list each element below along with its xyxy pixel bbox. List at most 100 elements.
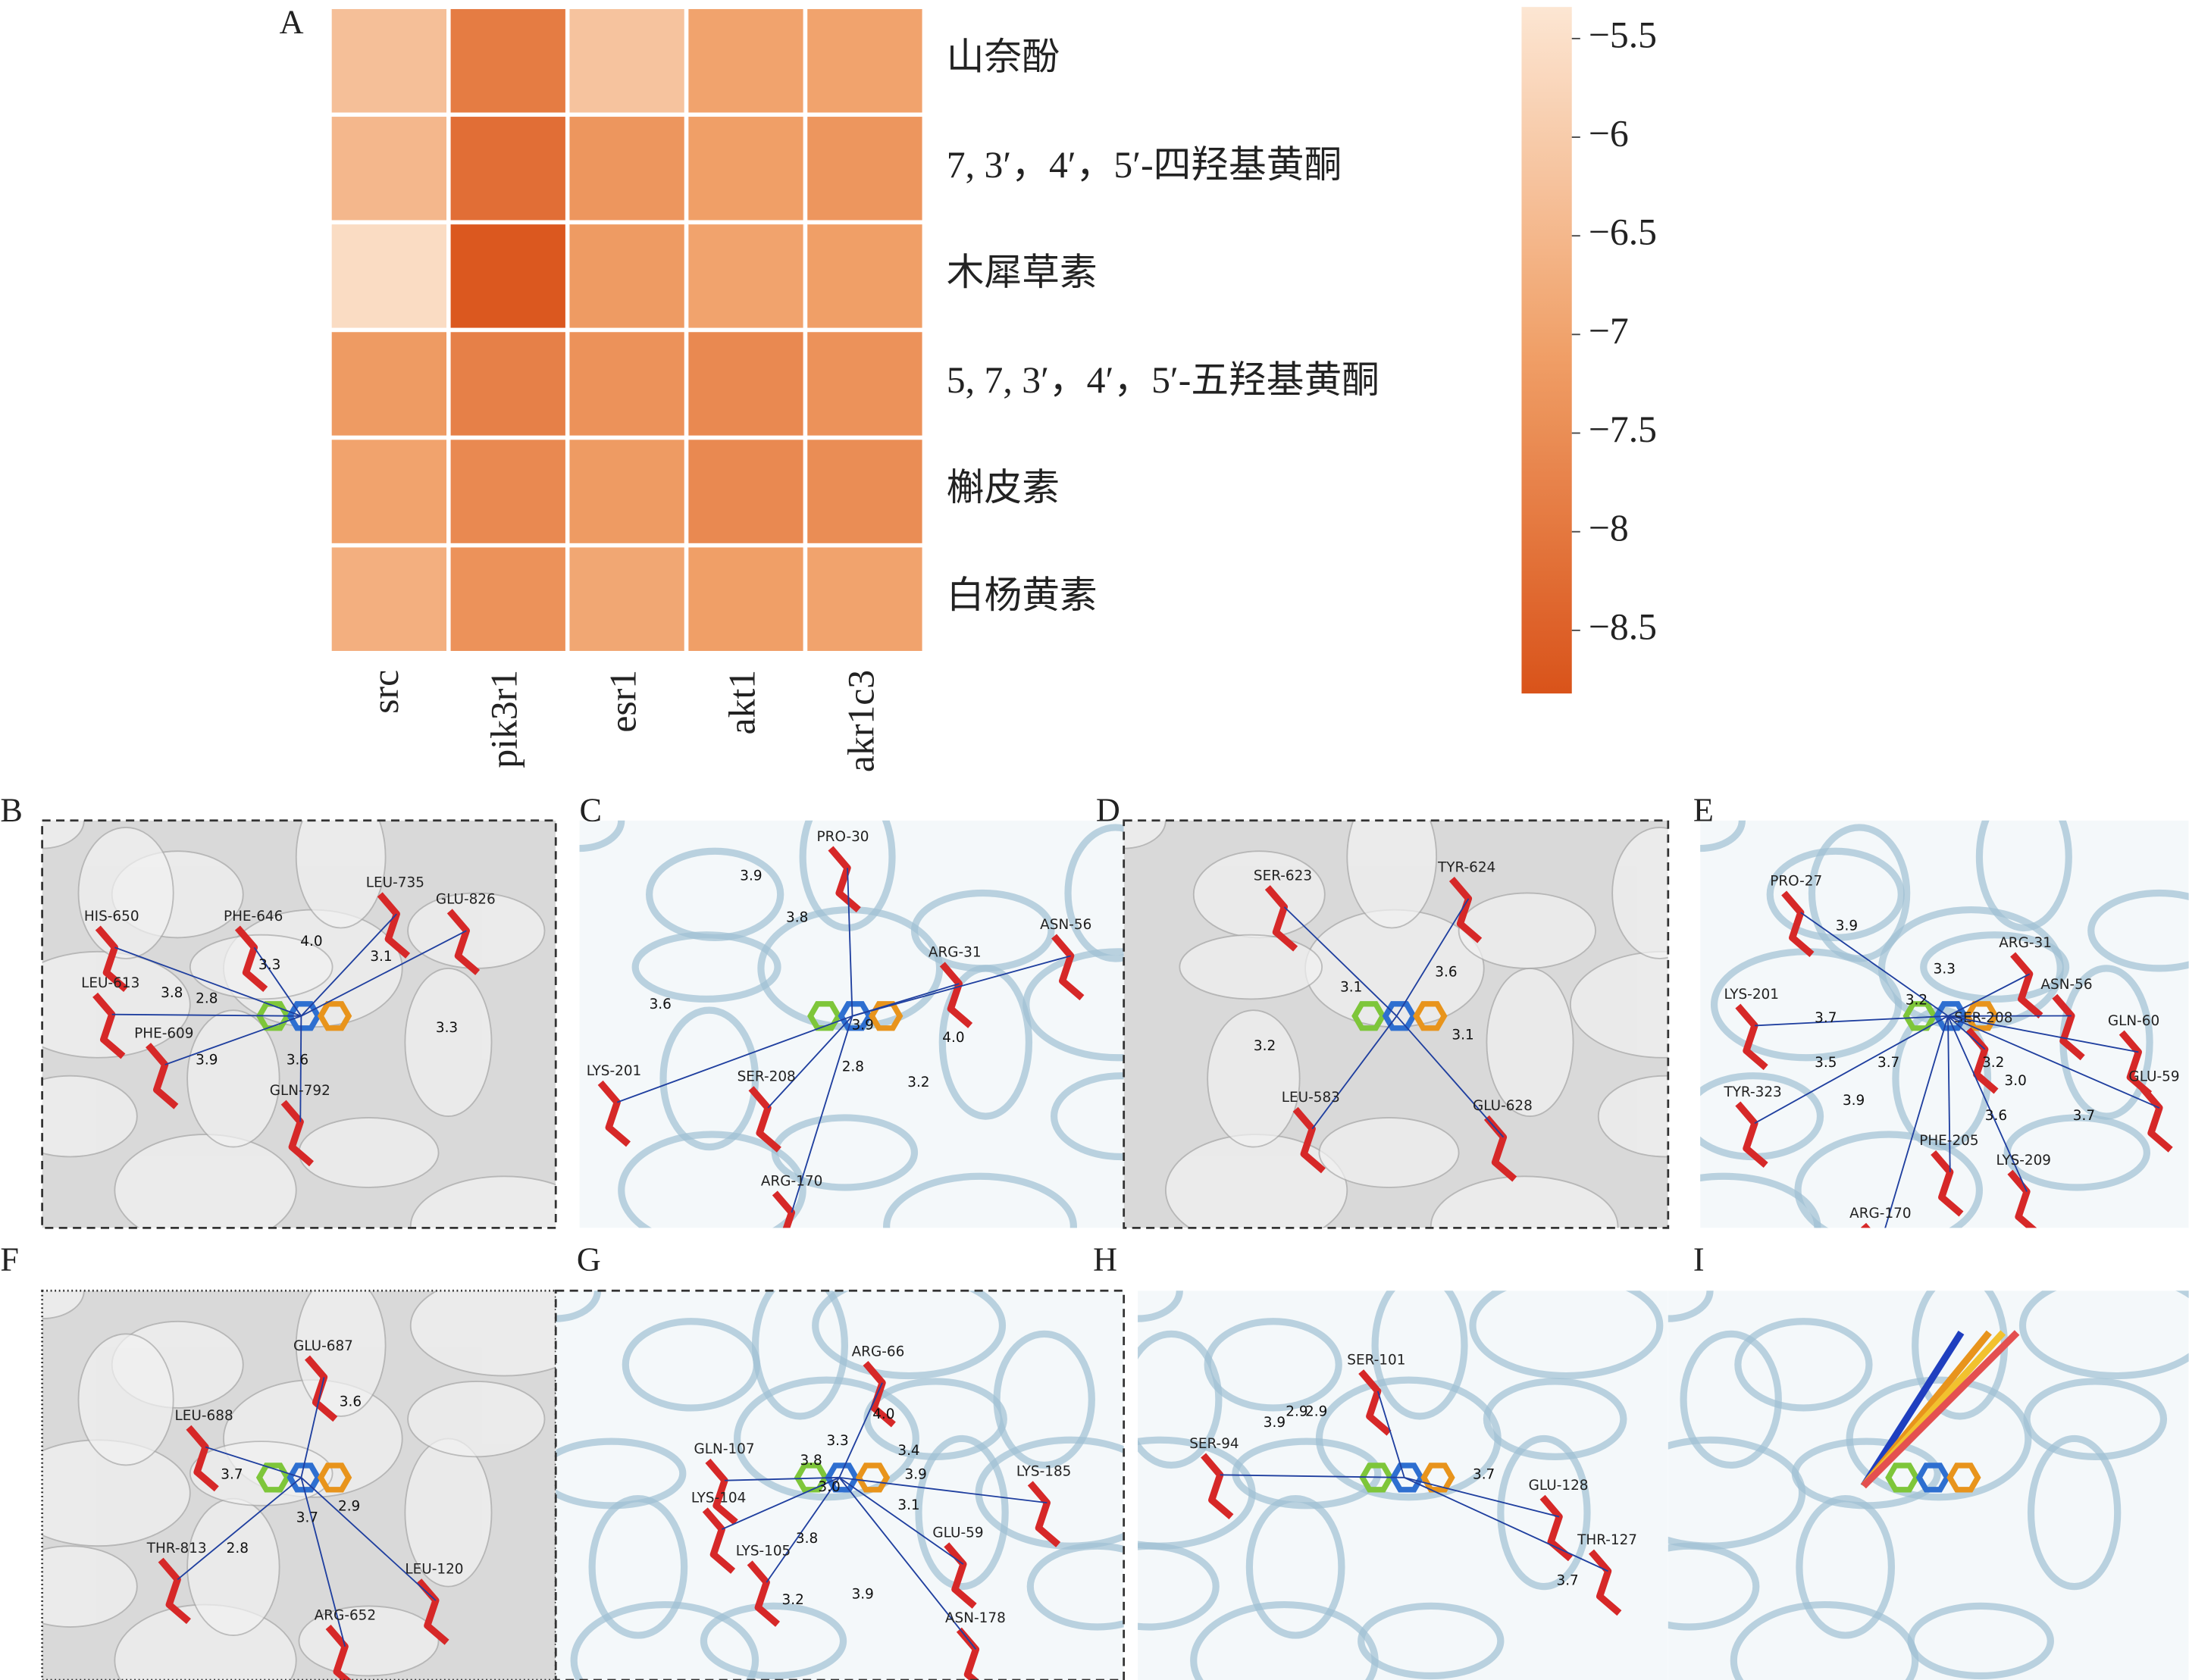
interaction-line (1220, 1474, 1405, 1478)
surface-shape (751, 1291, 848, 1420)
surface-shape (588, 1495, 688, 1639)
ligand-ring (287, 1463, 321, 1493)
residue-label: ARG-170 (1849, 1206, 1911, 1222)
surface-shape (42, 1439, 191, 1547)
heatmap-cell (565, 220, 689, 333)
residue-label: GLN-792 (270, 1083, 330, 1099)
colorbar-tick-label: −8.5 (1589, 605, 1657, 647)
docking-panel: SER-623 TYR-624 LEU-583 GLU-628 3.6 3.1 3.2 3.1… (1096, 792, 1670, 1229)
surface-shape (1469, 1291, 1664, 1380)
heatmap-cell (684, 435, 808, 548)
residue-label: ASN-178 (945, 1610, 1006, 1626)
residue-label: LYS-185 (1016, 1464, 1072, 1480)
heatmap-cell (803, 112, 927, 225)
heatmap-cell (327, 327, 451, 440)
interaction-line (177, 1477, 302, 1581)
residue-stick (1358, 1369, 1392, 1436)
distance-label: 3.9 (852, 1587, 874, 1603)
docking-panel: HIS-650 PHE-646 LEU-735 GLU-826 LEU-613 PHE-6… (0, 792, 557, 1229)
surface-shape (298, 1117, 440, 1188)
surface-shape (404, 967, 493, 1118)
colorbar (1521, 7, 1572, 694)
surface-shape (114, 1134, 297, 1228)
surface-shape (42, 1075, 138, 1158)
interaction-line (838, 1382, 883, 1478)
distance-label: 3.0 (2005, 1073, 2027, 1089)
heatmap-cell (684, 220, 808, 333)
surface-shape (631, 931, 781, 1003)
ligand-ring (838, 1001, 872, 1031)
distance-label: 3.8 (161, 985, 183, 1001)
heatmap-cell (565, 5, 689, 117)
surface-shape (1668, 1436, 1806, 1550)
column-label: akt1 (721, 670, 763, 735)
residue-stick (1735, 1101, 1768, 1168)
row-label: 7, 3′，4′，5′-四羟基黄酮 (947, 144, 1342, 186)
ligand-ring (794, 1463, 829, 1493)
residue-label: LYS-201 (587, 1063, 642, 1079)
surface-shape (1346, 820, 1438, 929)
ligand-ring (807, 1001, 842, 1031)
interaction-line (1395, 898, 1470, 1017)
interaction-line (1884, 1015, 1949, 1228)
interaction-line (791, 1015, 853, 1213)
panel-label: B (0, 792, 22, 829)
residue-stick (2010, 952, 2043, 1019)
surface-shape (1734, 1318, 1873, 1412)
surface-shape (42, 950, 191, 1059)
distance-label: 3.9 (1264, 1415, 1286, 1431)
surface-shape (42, 1545, 138, 1628)
surface-shape (556, 1438, 687, 1509)
residue-stick (95, 925, 129, 993)
ligand-ring (855, 1463, 891, 1493)
residue-label: ARG-652 (315, 1607, 376, 1623)
interaction-line (847, 868, 853, 1016)
ligand-ring (317, 1001, 352, 1031)
residue-stick (1965, 1027, 1999, 1094)
interaction-line (1947, 973, 2031, 1017)
docking-panel: PRO-27 ARG-31 LYS-201 ASN-56 SER-208 GLN-60 GL… (1693, 792, 2189, 1228)
heatmap-cell (684, 5, 808, 117)
residue-label: GLN-60 (2108, 1013, 2159, 1029)
heatmap-cell (327, 435, 451, 548)
distance-label: 3.6 (1985, 1108, 2007, 1124)
interaction-line (1800, 912, 1949, 1017)
interaction-line (852, 955, 1071, 1017)
surface-shape (1232, 1438, 1382, 1509)
panel-label: I (1693, 1241, 1705, 1278)
surface-shape (1207, 1009, 1301, 1148)
heatmap-cell (327, 112, 451, 225)
residue-stick (597, 1080, 631, 1147)
docking-panel: GLU-687 LEU-688 THR-813 LEU-120 ARG-652 3.6 3.… (0, 1241, 557, 1680)
surface-shape (1794, 1131, 1983, 1228)
surface-shape (799, 820, 896, 932)
residue-stick (944, 1542, 977, 1609)
heatmap-cell (565, 435, 689, 548)
residue-label: SER-623 (1254, 868, 1312, 884)
residue-stick (939, 962, 973, 1028)
interaction-line (300, 1477, 346, 1647)
heatmap-cell (446, 435, 570, 548)
surface-shape (2003, 1114, 2150, 1191)
surface-shape (1846, 1376, 2032, 1501)
surface-shape (1022, 948, 1124, 1062)
distance-label: 3.3 (436, 1020, 458, 1036)
residue-stick (1027, 1481, 1061, 1547)
distance-label: 3.1 (1340, 980, 1362, 996)
residue-stick (446, 909, 481, 975)
interaction-line (767, 1015, 853, 1109)
residue-label: LEU-120 (405, 1562, 463, 1578)
surface-shape (659, 1006, 759, 1151)
distance-label: 3.9 (1836, 918, 1858, 934)
row-label: 木犀草素 (947, 252, 1098, 293)
residue-stick (234, 925, 268, 993)
heatmap-cell (803, 220, 927, 333)
residue-stick (377, 892, 411, 959)
surface-shape (883, 1172, 1077, 1228)
distance-label: 2.8 (196, 990, 218, 1006)
distance-label: 3.5 (1815, 1055, 1837, 1071)
panel-label: A (280, 3, 304, 40)
distance-label: 2.9 (338, 1499, 360, 1515)
panel-content: HIS-650 PHE-646 LEU-735 GLU-826 LEU-613 PHE-6… (42, 820, 556, 1228)
